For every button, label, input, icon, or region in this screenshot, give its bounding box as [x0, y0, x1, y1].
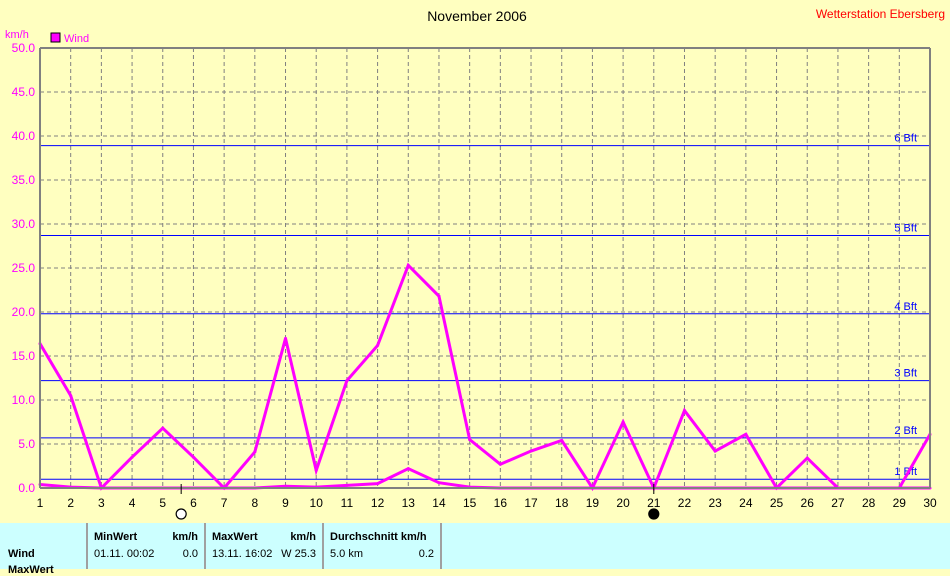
- max-unit: km/h: [290, 531, 316, 543]
- data-point: [805, 456, 809, 460]
- x-tick-label: 29: [893, 496, 907, 510]
- station-name: Wetterstation Ebersberg: [816, 7, 945, 21]
- x-tick-label: 16: [494, 496, 508, 510]
- y-tick-label: 20.0: [12, 305, 36, 319]
- data-point: [560, 438, 564, 442]
- stats-panel: Wind MaxWert MinWert km/h 01.11. 00:02 0…: [0, 523, 950, 576]
- data-point: [376, 343, 380, 347]
- new-moon-icon: [648, 508, 660, 520]
- min-unit: km/h: [172, 531, 198, 543]
- data-point: [376, 482, 380, 486]
- data-point: [345, 483, 349, 487]
- max-header: MaxWert: [212, 531, 258, 543]
- data-point: [345, 379, 349, 383]
- data-point: [437, 294, 441, 298]
- x-tick-label: 10: [310, 496, 324, 510]
- max-value: W 25.3: [281, 548, 316, 560]
- y-tick-label: 5.0: [18, 437, 35, 451]
- full-moon-icon: [175, 508, 187, 520]
- x-tick-label: 24: [739, 496, 753, 510]
- x-tick-label: 4: [129, 496, 136, 510]
- max-time: 13.11. 16:02: [212, 548, 273, 560]
- x-tick-label: 6: [190, 496, 197, 510]
- x-tick-label: 15: [463, 496, 477, 510]
- data-point: [437, 481, 441, 485]
- x-tick-label: 22: [678, 496, 692, 510]
- x-tick-label: 27: [831, 496, 845, 510]
- avg-cell: Durchschnitt km/h 5.0 km 0.2: [324, 523, 442, 569]
- y-tick-label: 10.0: [12, 393, 36, 407]
- y-tick-label: 30.0: [12, 217, 36, 231]
- x-tick-label: 26: [801, 496, 815, 510]
- x-tick-label: 30: [923, 496, 937, 510]
- x-tick-label: 21: [647, 496, 661, 510]
- legend-swatch: [50, 32, 61, 43]
- data-point: [284, 484, 288, 488]
- x-tick-label: 18: [555, 496, 569, 510]
- x-tick-label: 20: [616, 496, 630, 510]
- beaufort-label: 6 Bft: [894, 133, 917, 145]
- x-tick-label: 19: [586, 496, 600, 510]
- y-axis-label: km/h: [5, 29, 29, 41]
- y-tick-label: 50.0: [12, 41, 36, 55]
- data-point: [191, 455, 195, 459]
- min-value: 0.0: [182, 548, 198, 560]
- x-tick-label: 17: [524, 496, 538, 510]
- data-point: [744, 432, 748, 436]
- min-time: 01.11. 00:02: [94, 548, 155, 560]
- x-tick-label: 1: [37, 496, 44, 510]
- data-point: [682, 409, 686, 413]
- beaufort-label: 5 Bft: [894, 222, 917, 234]
- x-tick-label: 23: [708, 496, 722, 510]
- data-point: [406, 263, 410, 267]
- x-tick-label: 13: [402, 496, 416, 510]
- min-header: MinWert: [94, 531, 138, 543]
- x-tick-label: 12: [371, 496, 385, 510]
- avg-value: 0.2: [418, 548, 434, 560]
- beaufort-label: 2 Bft: [894, 425, 917, 437]
- x-tick-label: 8: [251, 496, 258, 510]
- series-line: [38, 262, 932, 492]
- data-point: [621, 420, 625, 424]
- data-point: [529, 449, 533, 453]
- data-point: [498, 462, 502, 466]
- legend-entry-wind: Wind: [64, 33, 89, 45]
- chart-title: November 2006: [427, 8, 527, 24]
- x-tick-label: 11: [341, 496, 354, 510]
- x-tick-label: 14: [432, 496, 446, 510]
- x-tick-label: 7: [221, 496, 228, 510]
- min-cell: MinWert km/h 01.11. 00:02 0.0: [88, 523, 206, 569]
- beaufort-label: 4 Bft: [894, 301, 917, 313]
- data-point: [253, 450, 257, 454]
- row-label: Wind: [8, 548, 35, 560]
- data-point: [468, 438, 472, 442]
- y-tick-label: 0.0: [18, 481, 35, 495]
- x-tick-label: 9: [282, 496, 289, 510]
- data-point: [713, 449, 717, 453]
- max-cell: MaxWert km/h 13.11. 16:02 W 25.3: [206, 523, 324, 569]
- beaufort-label: 3 Bft: [894, 368, 917, 380]
- y-tick-label: 45.0: [12, 85, 36, 99]
- series-line: [39, 466, 930, 490]
- wind-chart: November 2006 Wetterstation Ebersberg km…: [5, 7, 945, 520]
- x-tick-label: 28: [862, 496, 876, 510]
- data-point: [130, 455, 134, 459]
- data-point: [69, 394, 73, 398]
- x-tick-label: 3: [98, 496, 105, 510]
- avg-dist: 5.0 km: [330, 548, 364, 560]
- y-tick-label: 35.0: [12, 173, 36, 187]
- data-point: [161, 426, 165, 430]
- data-point: [284, 336, 288, 340]
- data-point: [406, 467, 410, 471]
- data-point: [314, 468, 318, 472]
- x-tick-label: 2: [67, 496, 74, 510]
- avg-header: Durchschnitt km/h: [330, 531, 427, 543]
- x-tick-label: 25: [770, 496, 784, 510]
- y-tick-label: 15.0: [12, 349, 36, 363]
- x-tick-label: 5: [159, 496, 166, 510]
- y-tick-label: 25.0: [12, 261, 36, 275]
- y-tick-label: 40.0: [12, 129, 36, 143]
